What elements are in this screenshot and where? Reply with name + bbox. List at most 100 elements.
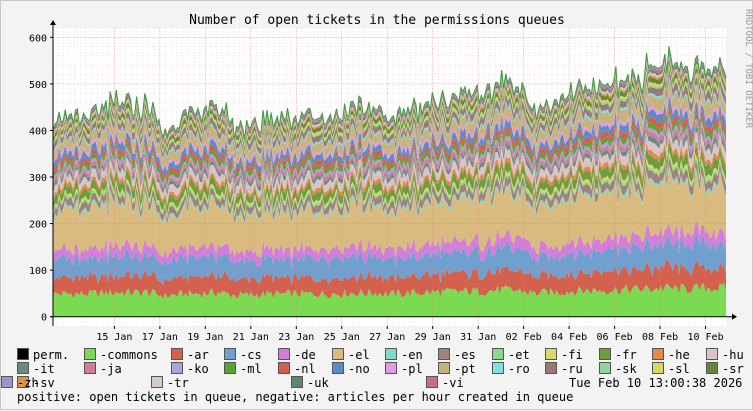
legend-item-el: -el [332,348,370,362]
legend-label: -zh [17,376,39,390]
legend-item-ko: -ko [171,362,209,376]
legend-label: -ru [561,362,583,376]
x-axis-arrow [732,313,737,320]
area-vi [53,48,726,143]
legend-swatch [706,362,718,374]
y-tick-label: 200 [29,220,47,231]
legend-item-fr: -fr [599,348,637,362]
legend-item-pl: -pl [385,362,423,376]
legend-label: -nl [294,362,316,376]
chart-caption: positive: open tickets in queue, negativ… [17,390,574,404]
chart-title: Number of open tickets in the permission… [189,13,565,28]
legend-item-es: -es [438,348,476,362]
x-tick-label: 04 Feb [551,332,587,343]
x-tick-label: 02 Feb [506,332,542,343]
legend-label: -fi [561,348,583,362]
legend-item-perm: perm. [17,348,69,362]
legend-label: -et [508,348,530,362]
y-tick-label: 0 [41,313,47,324]
legend-item-ml: -ml [224,362,262,376]
legend-item-he: -he [652,348,690,362]
legend-swatch [438,362,450,374]
legend-item-no: -no [332,362,370,376]
legend-label: perm. [33,348,70,362]
legend-item-hu: -hu [706,348,744,362]
x-tick-label: 15 Jan [96,332,132,343]
area-hu [53,126,726,204]
legend-swatch [426,376,438,388]
x-tick-label: 21 Jan [233,332,269,343]
legend-swatch [84,348,96,360]
x-tick-label: 23 Jan [278,332,314,343]
legend-swatch [17,376,29,388]
legend-label: -de [294,348,316,362]
y-tick-label: 400 [29,126,47,137]
x-tick-label: 06 Feb [597,332,633,343]
legend-label: -ro [508,362,530,376]
legend-swatch [385,362,397,374]
legend-item-zh: -zh [1,376,39,390]
legend-label: -en [401,348,423,362]
area-es [53,156,726,225]
legend-item-sk: -sk [599,362,637,376]
legend-swatch [332,348,344,360]
legend-swatch [278,348,290,360]
x-tick-label: 27 Jan [369,332,405,343]
timestamp: Tue Feb 10 13:00:38 2026 [569,376,743,390]
legend-label: -es [454,348,476,362]
legend-item-tr: -tr [151,376,189,390]
legend-swatch [385,348,397,360]
area-sr [53,58,726,152]
axes: 0 100 200 300 400 500 600 15 Jan 17 Jan 19 Jan 21 … [29,20,737,343]
legend-item-commons: -commons [84,348,158,362]
legend-swatch [17,362,29,374]
legend-label: -commons [100,348,158,362]
legend-swatch [438,348,450,360]
area-uk [53,51,726,145]
legend-item-de: -de [278,348,316,362]
area-ja [53,117,726,192]
area-cs [53,232,726,285]
rrdtool-watermark: RRDTOOL / TOBI OETIKER [743,9,753,129]
legend-swatch [492,362,504,374]
legend-swatch [224,362,236,374]
x-tick-label: 25 Jan [324,332,360,343]
legend-label: -uk [307,376,329,390]
legend-label: -vi [442,376,464,390]
legend-label: -sl [668,362,690,376]
legend-label: -cs [240,348,262,362]
area-fr [53,140,726,215]
legend-swatch [652,348,664,360]
legend-swatch [151,376,163,388]
legend-item-it: -it [17,362,55,376]
legend-item-ru: -ru [545,362,583,376]
legend-label: -el [348,348,370,362]
area-nl [53,102,726,183]
legend-swatch [545,348,557,360]
legend-label: -hu [722,348,744,362]
legend-label: -pt [454,362,476,376]
y-tick-label: 500 [29,80,47,91]
legend-swatch [1,376,13,388]
legend-swatch [84,362,96,374]
legend-swatch [291,376,303,388]
legend-swatch [652,362,664,374]
legend-label: -ja [100,362,122,376]
area-no [53,94,726,179]
legend-item-ar: -ar [171,348,209,362]
legend-swatch [706,348,718,360]
y-tick-label: 100 [29,266,47,277]
legend-swatch [599,362,611,374]
legend-item-pt: -pt [438,362,476,376]
legend-swatch [278,362,290,374]
area-tr [53,53,726,147]
legend-label: -ar [187,348,209,362]
legend-swatch [17,348,29,360]
legend-item-ja: -ja [84,362,122,376]
legend-swatch [492,348,504,360]
legend-label: -fr [615,348,637,362]
legend-item-ro: -ro [492,362,530,376]
area-zh [53,46,726,142]
legend-item-uk: -uk [291,376,329,390]
